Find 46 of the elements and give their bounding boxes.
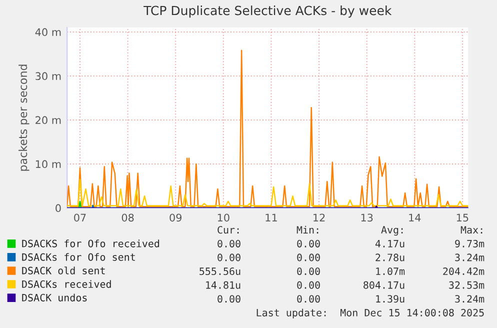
y-tick-label: 40 m (35, 28, 61, 36)
y-tick-label: 10 m (36, 160, 61, 168)
text: 0.00 (297, 254, 320, 262)
x-tick-label: 07 (74, 214, 86, 222)
chart-title: TCP Duplicate Selective ACKs - by week (144, 6, 392, 18)
text: 3.24m (455, 254, 484, 262)
text: 32.53m (449, 281, 484, 289)
text: 0.00 (218, 295, 240, 303)
x-tick-label: 15 (456, 214, 468, 222)
text: 4.17u (375, 240, 404, 248)
x-tick-label: 14 (409, 214, 421, 222)
legend-label: DSACKs received (22, 280, 111, 288)
legend-label: DSACKs for Ofo sent (22, 253, 135, 261)
legend-label: DSACK undos (22, 294, 87, 302)
text: 204.42m (443, 267, 484, 276)
text: Max: (460, 226, 482, 234)
text: 0.00 (297, 267, 320, 276)
text: 0.00 (218, 254, 240, 262)
y-tick-label: 20 m (36, 116, 61, 124)
text: 0.00 (297, 281, 320, 289)
text: 804.17u (364, 281, 404, 289)
x-tick-label: 13 (361, 214, 373, 222)
text: 9.73m (455, 240, 484, 248)
text: 1.07m (376, 267, 405, 276)
text: Avg: (381, 226, 403, 236)
legend-label: DSACKS for Ofo received (22, 240, 160, 248)
legend-label: DSACK old sent (22, 266, 105, 274)
text: 2.78u (376, 254, 404, 262)
x-tick-label: 08 (122, 214, 134, 222)
text: 14.81u (206, 281, 240, 289)
text: 3.24m (455, 295, 484, 303)
text: 1.39u (376, 295, 404, 303)
text: Min: (296, 226, 318, 234)
x-tick-label: 11 (266, 214, 277, 222)
text: 0.00 (297, 240, 320, 248)
y-tick-label: 30 m (36, 72, 61, 80)
x-tick-label: 09 (170, 214, 182, 222)
text: 0.00 (218, 240, 240, 248)
x-tick-label: 12 (314, 214, 325, 222)
text: Last update: Mon Dec 15 14:00:08 2025 (256, 308, 484, 318)
x-tick-label: 10 (218, 214, 230, 222)
y-axis-title: packets per second (18, 64, 30, 171)
text: 555.56u (200, 267, 240, 276)
text: 0.00 (297, 295, 320, 303)
text: Cur: (218, 226, 239, 234)
y-tick-label: 0 (56, 204, 61, 212)
